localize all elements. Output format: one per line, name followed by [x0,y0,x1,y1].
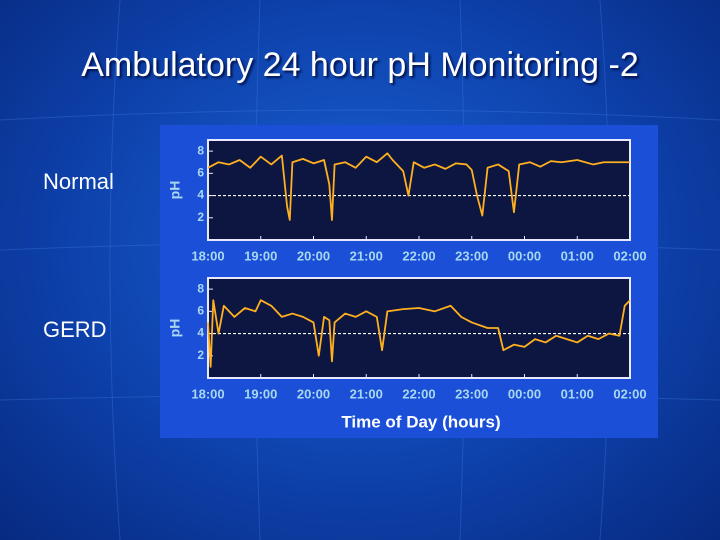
y-tick-label: 6 [197,304,204,318]
x-axis-label: Time of Day (hours) [341,412,500,431]
y-axis-label: pH [167,319,183,338]
x-tick-label: 22:00 [402,248,435,263]
y-tick-label: 4 [197,188,204,202]
y-tick-label: 2 [197,210,204,224]
x-tick-label: 21:00 [350,248,383,263]
x-tick-label: 23:00 [455,248,488,263]
x-tick-label: 19:00 [244,248,277,263]
y-tick-label: 2 [197,348,204,362]
x-tick-label: 00:00 [508,248,541,263]
x-tick-label: 02:00 [613,248,646,263]
y-axis-label: pH [167,181,183,200]
y-tick-label: 6 [197,166,204,180]
x-tick-label: 01:00 [561,248,594,263]
x-tick-label: 00:00 [508,386,541,401]
y-tick-label: 8 [197,281,204,295]
slide-title: Ambulatory 24 hour pH Monitoring -2 [81,46,639,84]
x-tick-label: 01:00 [561,386,594,401]
x-tick-label: 18:00 [191,248,224,263]
ph-trace [207,299,631,368]
y-tick-label: 4 [197,326,204,340]
ph-trace [207,152,630,221]
x-tick-label: 02:00 [613,386,646,401]
chart-label: Normal [43,169,114,194]
plot-area [207,139,631,241]
x-tick-label: 23:00 [455,386,488,401]
x-tick-label: 20:00 [297,386,330,401]
plot-area [207,277,631,379]
x-tick-label: 20:00 [297,248,330,263]
y-tick-label: 8 [197,143,204,157]
x-tick-label: 19:00 [244,386,277,401]
x-tick-label: 21:00 [350,386,383,401]
x-tick-label: 22:00 [402,386,435,401]
x-tick-label: 18:00 [191,386,224,401]
chart-label: GERD [43,317,107,342]
